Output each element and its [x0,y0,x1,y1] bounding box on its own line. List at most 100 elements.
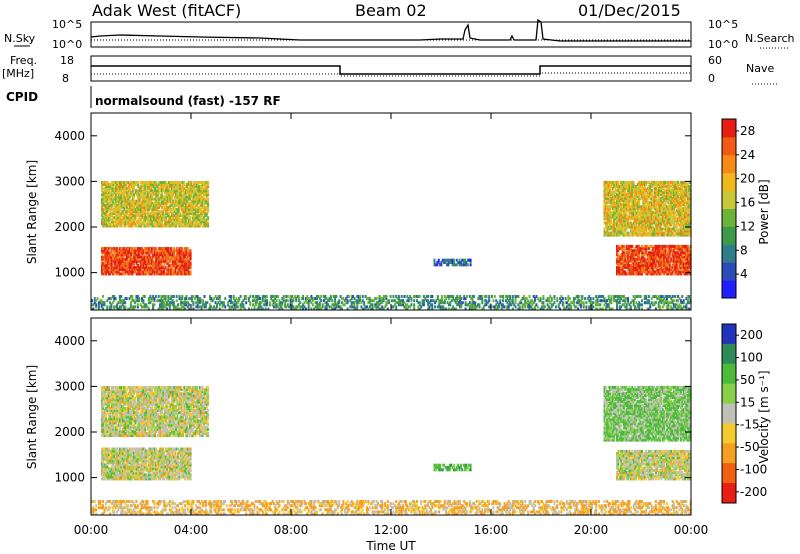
echo-cell [667,180,670,184]
echo-cell [197,299,200,303]
echo-cell [677,211,680,215]
echo-cell [664,223,667,227]
echo-cell [660,189,663,192]
echo-cell [148,205,151,209]
echo-cell [670,231,673,235]
echo-cell [179,257,182,261]
echo-cell [661,247,664,250]
echo-cell [668,255,671,259]
echo-cell [135,214,138,218]
echo-cell [123,249,126,253]
echo-cell [155,203,158,207]
echo-cell [117,307,120,311]
echo-cell [142,187,145,191]
echo-cell [154,201,157,205]
echo-cell [458,263,461,267]
echo-cell [137,222,140,226]
echo-cell [300,297,303,301]
echo-cell [336,301,339,305]
echo-cell [452,258,455,262]
echo-cell [631,225,634,229]
echo-cell [121,299,124,303]
echo-cell [672,203,675,207]
echo-cell [160,305,163,309]
echo-cell [667,211,670,215]
echo-cell [143,247,146,251]
echo-cell [266,299,268,303]
echo-cell [143,261,146,265]
echo-cell [657,219,660,223]
echo-cell [642,215,645,219]
echo-cell [666,209,668,213]
echo-cell [142,216,145,220]
echo-cell [611,203,614,207]
echo-cell [154,193,157,197]
echo-cell [679,221,682,225]
echo-cell [183,187,186,191]
echo-cell [148,261,151,265]
echo-cell [671,209,674,213]
echo-cell [177,216,180,220]
echo-cell [131,297,134,301]
echo-cell [674,201,677,205]
echo-cell [156,218,159,222]
echo-cell [109,261,112,265]
echo-cell [162,210,165,213]
echo-cell [688,217,691,221]
power-echoes [91,180,692,311]
echo-cell [130,207,133,211]
echo-cell [130,191,133,195]
echo-cell [166,257,169,261]
echo-cell [100,299,103,303]
echo-cell [148,255,151,259]
echo-cell [678,255,681,259]
echo-cell [334,295,337,298]
echo-cell [675,247,678,250]
echo-cell [152,268,155,272]
echo-cell [613,205,616,209]
echo-cell [191,201,194,205]
echo-cell [164,272,167,276]
echo-cell [672,266,675,269]
echo-cell [649,209,652,213]
echo-cell [657,205,660,209]
echo-cell [176,218,179,222]
echo-cell [159,224,162,228]
echo-cell [145,183,148,186]
echo-cell [628,180,631,184]
echo-cell [126,205,129,209]
echo-cell [189,220,191,224]
echo-cell [151,183,154,186]
echo-cell [177,197,180,201]
echo-cell [318,305,321,309]
echo-cell [613,223,616,227]
echo-cell [241,303,243,307]
echo-cell [624,259,627,263]
echo-cell [205,224,208,228]
echo-cell [141,305,143,309]
echo-cell [657,207,660,211]
echo-cell [133,193,136,197]
echo-cell [607,197,610,201]
echo-cell [152,224,155,228]
echo-cell [664,227,667,231]
echo-cell [617,219,620,223]
echo-cell [161,191,163,195]
echo-cell [281,301,284,305]
echo-cell [607,207,610,211]
echo-cell [109,187,112,191]
echo-cell [177,264,180,267]
echo-cell [654,187,657,190]
echo-cell [670,268,673,272]
echo-cell [657,187,660,190]
echo-cell [686,244,689,248]
echo-cell [643,199,646,203]
echo-cell [175,187,177,191]
echo-cell [650,185,653,188]
echo-cell [666,227,668,231]
echo-cell [101,199,103,203]
echo-cell [357,299,360,303]
echo-cell [667,199,670,203]
echo-cell [688,229,691,233]
echo-cell [201,201,204,205]
